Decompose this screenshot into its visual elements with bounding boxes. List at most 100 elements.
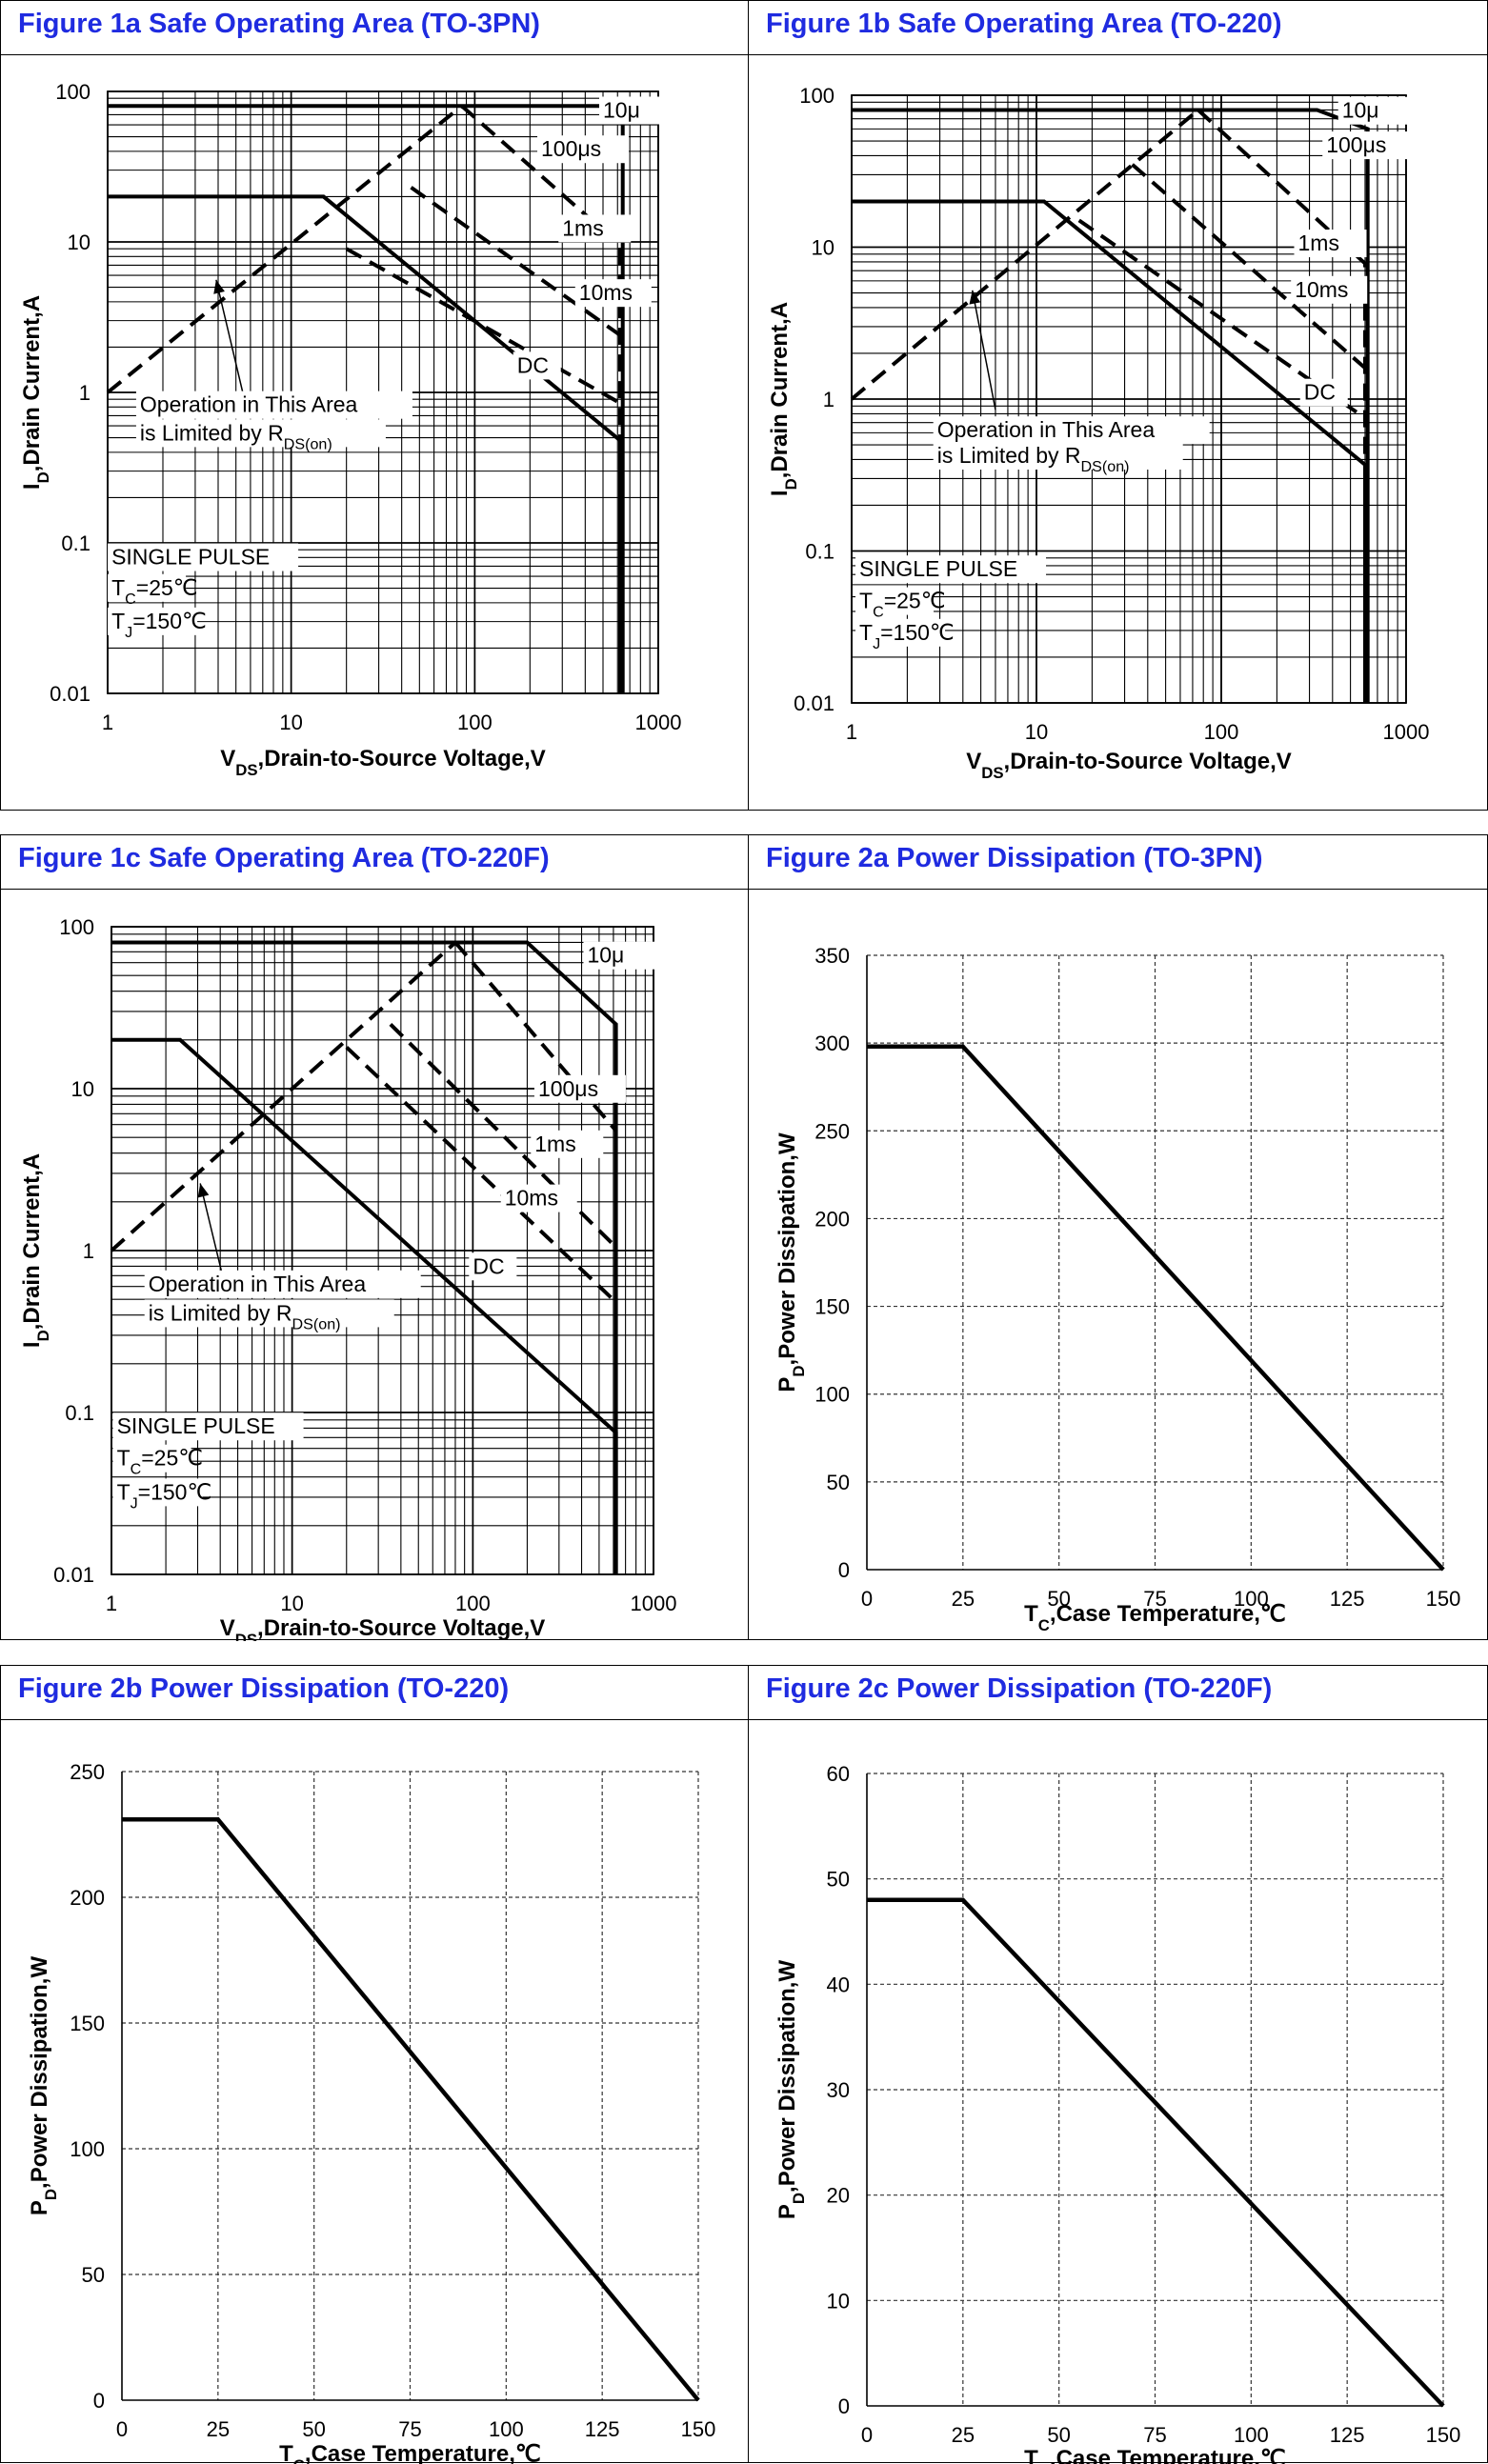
annotation-label: SINGLE PULSE — [111, 545, 270, 570]
y-tick-label: 0.01 — [53, 1563, 94, 1587]
annotation-bg — [1299, 378, 1348, 407]
y-tick-label: 0 — [93, 2389, 105, 2413]
annotation-label: 1ms — [534, 1132, 575, 1156]
annotation-arrow-shaft — [215, 279, 245, 396]
x-tick-label: 25 — [952, 1587, 975, 1611]
annotation-arrowhead — [969, 290, 981, 305]
chart-fig2a: 0 25 50 75 100 125 150 0 50 100 150 200 250 300 350 TC,… — [774, 944, 1461, 1634]
annotation-label: 10ms — [505, 1186, 558, 1211]
grid — [121, 1771, 699, 2401]
annotation-label: is Limited by RDS(on) — [149, 1300, 341, 1332]
chart-fig2c: 0 25 50 75 100 125 150 0 10 20 30 40 50 60 TC,Case Tem… — [774, 1762, 1461, 2464]
annotation-bg — [112, 1478, 203, 1507]
annotation-bg — [1291, 275, 1368, 304]
x-tick-label: 100 — [457, 711, 493, 734]
x-tick-label: 25 — [207, 2417, 230, 2441]
x-tick-label: 1000 — [635, 711, 682, 734]
annotation-label: TC=25℃ — [111, 575, 198, 608]
x-axis-title: VDS,Drain-to-Source Voltage,V — [220, 1615, 546, 1641]
y-tick-label: 100 — [799, 84, 834, 108]
annotation-bg — [108, 573, 187, 602]
series-10- — [111, 940, 618, 1574]
annotation-bg — [112, 1444, 191, 1472]
annotation-label: Operation in This Area — [149, 1272, 367, 1296]
annotation-label: 10μ — [587, 943, 624, 968]
y-tick-label: 50 — [827, 1868, 850, 1892]
x-tick-label: 1 — [102, 711, 113, 734]
annotation-label: 1ms — [1298, 230, 1339, 255]
y-tick-label: 0 — [838, 1558, 850, 1582]
x-tick-label: 100 — [455, 1592, 491, 1615]
y-tick-label: 200 — [70, 1886, 105, 1910]
x-tick-label: 150 — [1426, 1587, 1461, 1611]
y-axis-title: ID,Drain Current,A — [19, 295, 52, 490]
panel-title: Figure 2c Power Dissipation (TO-220F) — [749, 1666, 1487, 1720]
annotation-bg — [574, 279, 652, 308]
annotation-bg — [599, 96, 673, 125]
y-tick-label: 50 — [82, 2263, 105, 2287]
x-tick-label: 10 — [1025, 720, 1048, 744]
panel-fig2c: Figure 2c Power Dissipation (TO-220F) 0 2… — [748, 1665, 1488, 2464]
annotation-label: DC — [517, 352, 549, 377]
x-tick-label: 25 — [952, 2423, 975, 2447]
annotation-label: SINGLE PULSE — [117, 1413, 275, 1438]
annotation-label: SINGLE PULSE — [859, 556, 1017, 581]
annotation-label: TJ=150℃ — [111, 609, 207, 641]
annotation-label: 100μs — [1326, 132, 1386, 157]
y-tick-label: 0 — [838, 2394, 850, 2418]
annotation-label: 10μ — [603, 97, 640, 122]
annotation-label: TJ=150℃ — [117, 1479, 212, 1512]
x-tick-label: 100 — [1204, 720, 1239, 744]
annotation-label: 1ms — [562, 215, 603, 240]
x-tick-label: 1000 — [631, 1592, 677, 1615]
x-tick-label: 150 — [1426, 2423, 1461, 2447]
series-100-s — [1196, 109, 1367, 703]
annotation-arrowhead — [213, 279, 225, 294]
annotation-bg — [1337, 96, 1411, 125]
x-axis-title: TC,Case Temperature,℃ — [279, 2441, 541, 2464]
annotation-bg — [135, 391, 412, 419]
annotation-bg — [135, 419, 386, 448]
panel-title: Figure 1c Safe Operating Area (TO-220F) — [1, 835, 749, 890]
y-tick-label: 250 — [814, 1119, 850, 1143]
chart-fig2b: 0 25 50 75 100 125 150 0 50 100 150 200 250 TC,Case T… — [27, 1760, 715, 2464]
series-1ms — [410, 186, 622, 337]
annotation-label: DC — [473, 1253, 504, 1278]
y-tick-label: 100 — [70, 2137, 105, 2161]
annotation-bg — [500, 1184, 577, 1212]
y-tick-label: 200 — [814, 1207, 850, 1231]
series-100-s — [453, 941, 618, 1132]
annotation-bg — [855, 555, 1047, 584]
annotation-arrowhead — [197, 1183, 210, 1198]
annotation-label: TC=25℃ — [859, 589, 946, 621]
series-1ms — [1131, 163, 1367, 370]
x-tick-label: 125 — [585, 2417, 620, 2441]
x-tick-label: 100 — [489, 2417, 524, 2441]
series-curve — [867, 1897, 1445, 2408]
annotation-bg — [1294, 230, 1367, 258]
annotation-bg — [855, 587, 935, 615]
annotation-bg — [558, 214, 632, 243]
y-tick-label: 20 — [827, 2184, 850, 2208]
chart-fig1c: 1 10 100 10000.010.1110100VDS,Drain-to-Sour… — [19, 915, 677, 1641]
annotation-label: 100μs — [541, 136, 601, 161]
panel-fig2a: Figure 2a Power Dissipation (TO-3PN) 0 25… — [748, 834, 1488, 1640]
annotation-bg — [513, 351, 561, 380]
annotation-bg — [583, 941, 656, 970]
y-tick-label: 1 — [79, 381, 90, 405]
y-axis-title: PD,Power Dissipation,W — [27, 1956, 60, 2216]
panel-title: Figure 1a Safe Operating Area (TO-3PN) — [1, 1, 749, 55]
panel-fig1a: Figure 1a Safe Operating Area (TO-3PN) 1… — [0, 0, 750, 811]
annotation-label: is Limited by RDS(on) — [937, 443, 1130, 475]
x-tick-label: 125 — [1330, 2423, 1365, 2447]
y-tick-label: 0.01 — [50, 682, 90, 706]
y-tick-label: 40 — [827, 1973, 850, 1996]
x-tick-label: 50 — [302, 2417, 325, 2441]
annotation-bg — [144, 1299, 394, 1328]
annotation-label: 10ms — [1295, 277, 1348, 302]
y-tick-label: 250 — [70, 1760, 105, 1784]
x-tick-label: 10 — [279, 711, 302, 734]
y-tick-label: 0.1 — [805, 540, 834, 564]
series-curve — [122, 1816, 700, 2402]
annotation-label: Operation in This Area — [140, 392, 358, 417]
